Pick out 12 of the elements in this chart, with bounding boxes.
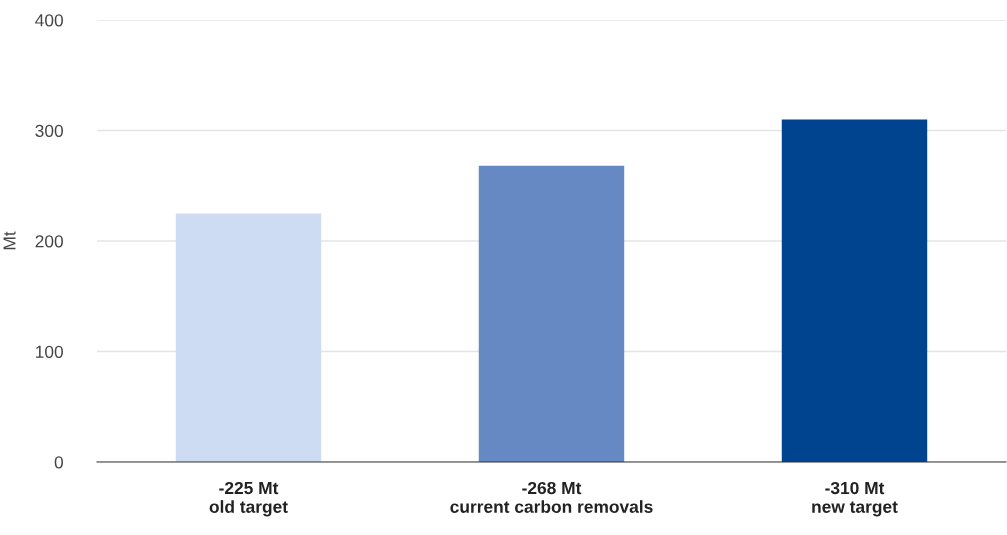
y-tick-label: 100 bbox=[36, 345, 63, 358]
bar bbox=[781, 119, 928, 462]
x-tick-label: -225 Mt old target bbox=[209, 481, 288, 517]
bar bbox=[175, 213, 322, 462]
y-tick-label: 200 bbox=[35, 235, 63, 248]
x-tick-label: -310 Mt new target bbox=[812, 481, 898, 517]
bar bbox=[478, 165, 625, 462]
y-tick-label: 400 bbox=[35, 14, 63, 27]
y-axis-title: Mt bbox=[3, 231, 16, 250]
y-tick-label: 0 bbox=[54, 456, 63, 469]
y-tick-label: 300 bbox=[35, 124, 63, 137]
x-tick-label: -268 Mt current carbon removals bbox=[450, 481, 653, 513]
